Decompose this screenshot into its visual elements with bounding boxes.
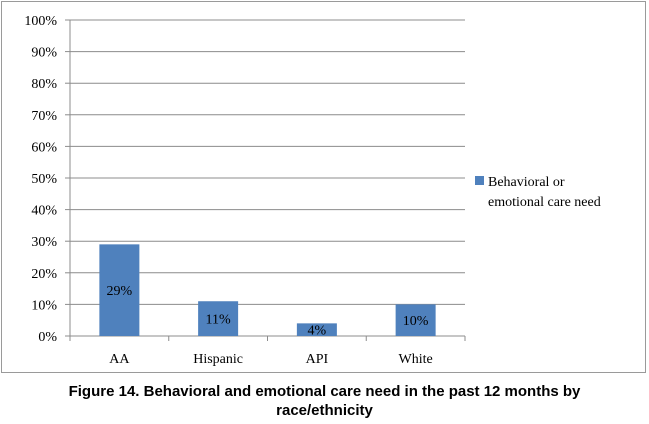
- bar-hispanic: [198, 301, 239, 336]
- bars: [99, 244, 436, 336]
- figure-caption: Figure 14. Behavioral and emotional care…: [0, 382, 649, 420]
- legend: Behavioral or emotional care need: [475, 175, 601, 210]
- y-tick-label: 20%: [31, 267, 57, 282]
- y-tick-label: 50%: [31, 172, 57, 187]
- y-tick-label: 90%: [31, 46, 57, 61]
- y-tick-label: 100%: [24, 14, 57, 29]
- y-axis: 0% 10% 20% 30% 40% 50% 60% 70% 80% 90% 100%: [24, 14, 71, 345]
- data-label-white: 10%: [403, 314, 429, 329]
- x-tick-label: AA: [109, 352, 130, 367]
- caption-line-2: race/ethnicity: [276, 402, 373, 419]
- y-tick-label: 0%: [38, 330, 57, 345]
- bar-white: [395, 304, 436, 336]
- legend-swatch: [475, 176, 484, 185]
- bar-chart: 0% 10% 20% 30% 40% 50% 60% 70% 80% 90% 100% AA Hisp…: [24, 14, 601, 367]
- y-tick-label: 70%: [31, 109, 57, 124]
- y-tick-label: 40%: [31, 204, 57, 219]
- caption-line-1: Figure 14. Behavioral and emotional care…: [68, 383, 581, 400]
- bar-api: [296, 323, 337, 336]
- x-axis: AA Hispanic API White: [69, 335, 466, 367]
- bar-aa: [99, 244, 140, 336]
- data-label-aa: 29%: [107, 284, 133, 299]
- y-tick-label: 30%: [31, 235, 57, 250]
- y-tick-label: 60%: [31, 140, 57, 155]
- x-tick-label: White: [399, 352, 433, 367]
- data-label-hispanic: 11%: [206, 313, 231, 328]
- y-tick-label: 10%: [31, 298, 57, 313]
- x-tick-label: Hispanic: [193, 352, 243, 367]
- x-tick-label: API: [306, 352, 329, 367]
- data-labels: 29% 11% 4% 10%: [107, 284, 429, 339]
- data-label-api: 4%: [308, 324, 327, 339]
- legend-line-2: emotional care need: [488, 195, 601, 210]
- y-tick-label: 80%: [31, 77, 57, 92]
- legend-line-1: Behavioral or: [488, 175, 565, 190]
